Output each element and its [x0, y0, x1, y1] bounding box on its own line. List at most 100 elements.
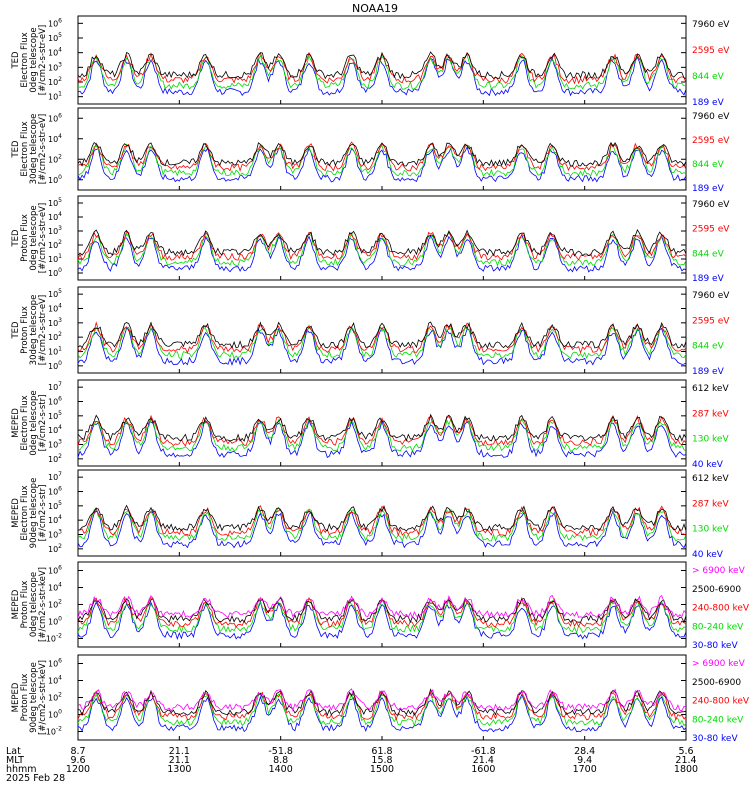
y-tick-label: 103 — [48, 529, 62, 540]
legend-entry: 30-80 keV — [692, 641, 738, 651]
series-line-30-80-kev — [78, 693, 686, 733]
series-line-80-240-kev — [78, 598, 686, 634]
series-line-240-800-kev — [78, 596, 686, 628]
y-tick-label: 107 — [48, 381, 62, 392]
legend-entry: 844 eV — [692, 249, 725, 259]
legend-entry: 612 keV — [692, 474, 729, 484]
x-tick-label-hhmm: 1600 — [471, 764, 496, 775]
legend-entry: 287 keV — [692, 409, 729, 419]
y-tick-label: 106 — [48, 486, 62, 497]
series-line-2595-ev — [78, 230, 686, 261]
legend-entry: > 6900 keV — [692, 566, 746, 576]
row-label-mlt: MLT — [6, 755, 24, 766]
legend-entry: 80-240 keV — [692, 622, 744, 632]
y-tick-label: 100 — [48, 267, 62, 278]
y-tick-label: 102 — [48, 543, 62, 554]
series-line--6900-kev — [78, 688, 686, 712]
series-line-130-kev — [78, 506, 686, 543]
series-line-7960-ev — [78, 51, 686, 80]
y-tick-label: 102 — [48, 153, 62, 164]
y-tick-label: 101 — [48, 91, 62, 102]
series-line-240-800-kev — [78, 689, 686, 721]
x-tick-label-mlt: 21.4 — [675, 755, 697, 766]
legend-entry: 30-80 keV — [692, 734, 738, 744]
legend-entry: 2595 eV — [692, 225, 730, 235]
y-tick-label: 104 — [48, 582, 62, 593]
series-line-7960-ev — [78, 228, 686, 257]
series-line-287-kev — [78, 504, 686, 537]
y-tick-label: 105 — [48, 197, 62, 208]
y-tick-label: 100 — [48, 616, 62, 627]
y-tick-label: 101 — [48, 253, 62, 264]
y-tick-label: 100 — [48, 174, 62, 185]
series-line-30-80-kev — [78, 600, 686, 640]
x-tick-label-mlt: 21.4 — [472, 755, 494, 766]
y-tick-label: 102 — [48, 692, 62, 703]
x-tick-label-hhmm: 1200 — [65, 764, 91, 775]
legend-entry: 2500-6900 — [692, 678, 741, 688]
y-tick-label: 102 — [48, 76, 62, 87]
legend-entry: 130 keV — [692, 525, 729, 535]
x-tick-label-hhmm: 1700 — [572, 764, 597, 775]
x-tick-label-mlt: 9.4 — [577, 755, 593, 766]
legend-entry: 7960 eV — [692, 291, 730, 301]
panel-frame — [77, 15, 687, 105]
x-tick-label-mlt: 8.8 — [273, 755, 289, 766]
legend-entry: > 6900 keV — [692, 659, 746, 669]
legend-entry: 240-800 keV — [692, 604, 750, 614]
y-tick-label: 106 — [48, 658, 62, 669]
series-line-189-ev — [78, 146, 686, 183]
y-axis-label: TEDElectron Flux30deg telescope[#/cm2-s-… — [11, 114, 48, 185]
y-tick-label: 105 — [48, 500, 62, 511]
series-traces — [78, 321, 686, 366]
series-line-189-ev — [78, 234, 686, 273]
legend-entry: 189 eV — [692, 274, 725, 284]
series-traces — [78, 504, 686, 549]
legend-entry: 2595 eV — [692, 316, 730, 326]
y-tick-label: 10-2 — [46, 633, 62, 644]
legend-entry: 844 eV — [692, 342, 725, 352]
x-tick-label-mlt: 21.1 — [168, 755, 190, 766]
x-tick-label-lat: 21.1 — [168, 746, 190, 757]
legend-entry: 7960 eV — [692, 20, 730, 30]
legend-entry: 240-800 keV — [692, 697, 750, 707]
series-line-2500-6900 — [78, 597, 686, 624]
chart-title: NOAA19 — [351, 2, 399, 15]
x-tick-label-hhmm: 1500 — [369, 764, 395, 775]
y-axis-label: MEPEDProton Flux90deg telescope[#/cm2-s-… — [11, 660, 48, 735]
series-line-189-ev — [78, 56, 686, 97]
series-line-2500-6900 — [78, 688, 686, 717]
series-traces — [78, 51, 686, 97]
series-traces — [78, 228, 686, 273]
y-tick-label: 106 — [48, 565, 62, 576]
y-axis-label: MEPEDProton Flux0deg telescope[#/cm2-s-s… — [11, 567, 48, 642]
series-line-2595-ev — [78, 321, 686, 354]
y-tick-label: 104 — [48, 47, 62, 58]
y-tick-label: 102 — [48, 453, 62, 464]
legend-entry: 130 keV — [692, 435, 729, 445]
y-tick-label: 104 — [48, 675, 62, 686]
panel-frame — [77, 469, 687, 557]
x-tick-label-hhmm: 1300 — [167, 764, 192, 775]
series-traces — [78, 141, 686, 183]
y-tick-label: 102 — [48, 331, 62, 342]
y-tick-label: 103 — [48, 439, 62, 450]
x-tick-label-lat: -51.8 — [268, 746, 293, 757]
series-line-2595-ev — [78, 51, 686, 85]
y-axis-label: TEDProton Flux0deg telescope[#/cm2-s-str… — [11, 203, 48, 273]
y-axis-label: TEDElectron Flux0deg telescope[#/cm2-s-s… — [11, 25, 48, 95]
y-tick-label: 105 — [48, 410, 62, 421]
legend-entry: 2595 eV — [692, 136, 730, 146]
y-axis-label: MEPEDElectron Flux0deg telescope[#/cm2-s… — [11, 390, 48, 455]
legend-entry: 189 eV — [692, 367, 725, 377]
legend-entry: 287 keV — [692, 499, 729, 509]
row-label-date: 2025 Feb 28 — [6, 773, 66, 784]
y-tick-label: 106 — [48, 17, 62, 28]
y-tick-label: 104 — [48, 514, 62, 525]
y-axis-label: MEPEDElectron Flux90deg telescope[#/cm2-… — [11, 478, 48, 549]
